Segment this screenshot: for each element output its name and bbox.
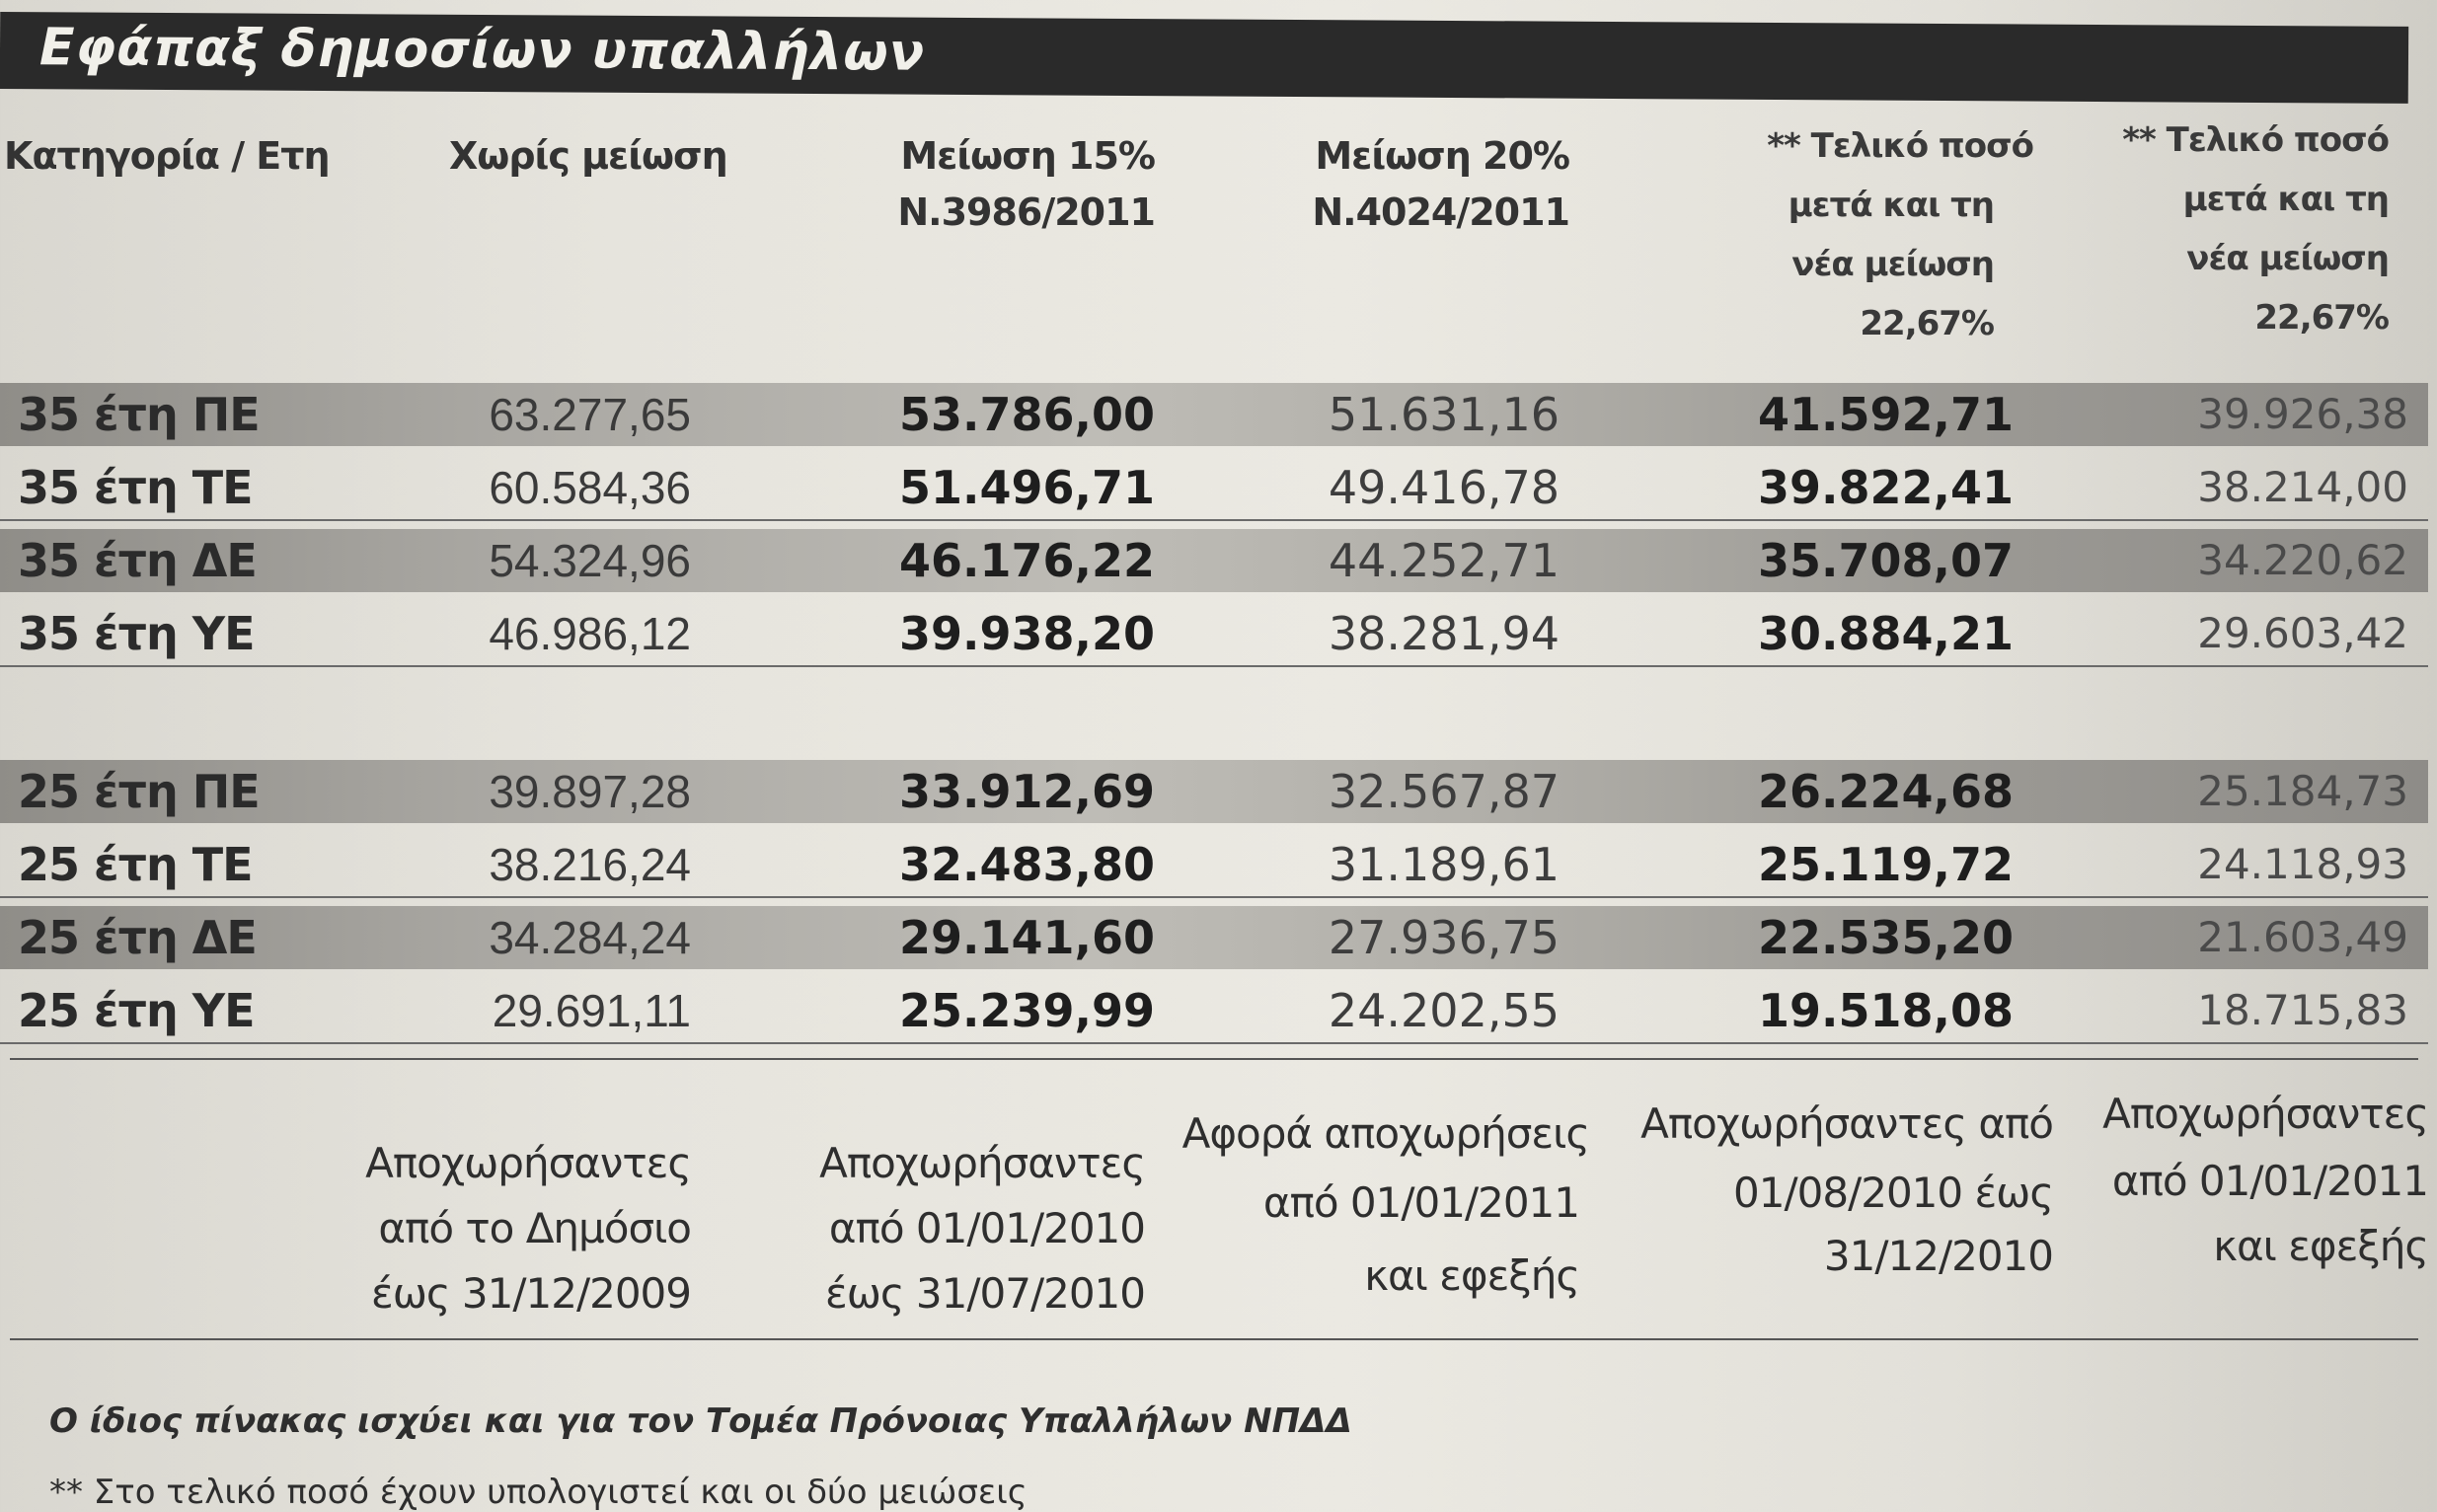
cell-no-cut: 63.277,65 (489, 389, 691, 440)
table-row: 25 έτη ΔΕ 34.284,24 29.141,60 27.936,75 … (0, 906, 2428, 969)
footer-no-cut-line1: Αποχωρήσαντες (365, 1139, 692, 1187)
footer-final-a-line2: 01/08/2010 έως (1733, 1169, 2054, 1217)
table-row: 25 έτη ΥΕ 29.691,11 25.239,99 24.202,55 … (0, 979, 2428, 1044)
header-cut20-line1: Μείωση 20% (1315, 134, 1570, 178)
cell-cut15: 29.141,60 (899, 911, 1155, 964)
cell-final-a: 39.822,41 (1758, 461, 2014, 514)
header-final-a-line1: ** Τελικό ποσό (1767, 126, 2034, 166)
cell-no-cut: 60.584,36 (489, 462, 691, 513)
cell-no-cut: 38.216,24 (489, 839, 691, 890)
cell-final-b: 38.214,00 (2197, 463, 2408, 511)
cell-cut15: 25.239,99 (899, 984, 1155, 1037)
table-row: 25 έτη ΤΕ 38.216,24 32.483,80 31.189,61 … (0, 833, 2428, 898)
cell-final-b: 21.603,49 (2197, 913, 2408, 961)
cell-no-cut: 39.897,28 (489, 766, 691, 817)
footer-cut15-line2: από 01/01/2010 (828, 1204, 1146, 1252)
cell-cut20: 27.936,75 (1328, 911, 1560, 964)
header-cut15-line2: Ν.3986/2011 (897, 190, 1156, 234)
footer-final-b-line3: και εφεξής (2213, 1222, 2429, 1270)
cell-cut20: 38.281,94 (1328, 607, 1560, 660)
header-final-a-line4: 22,67% (1860, 304, 1995, 343)
header-category: Κατηγορία / Ετη (4, 134, 331, 178)
cell-final-b: 34.220,62 (2197, 536, 2408, 584)
cell-final-a: 25.119,72 (1758, 838, 2014, 891)
cell-final-b: 39.926,38 (2197, 390, 2408, 438)
cell-cut15: 39.938,20 (899, 607, 1155, 660)
cell-cut20: 44.252,71 (1328, 534, 1560, 587)
cell-category: 25 έτη ΔΕ (18, 911, 258, 964)
footer-no-cut-line2: από το Δημόσιο (378, 1204, 692, 1252)
cell-final-b: 25.184,73 (2197, 767, 2408, 815)
cell-no-cut: 29.691,11 (492, 985, 691, 1036)
header-final-b-line2: μετά και τη (2182, 180, 2390, 219)
cell-cut15: 51.496,71 (899, 461, 1155, 514)
header-final-b-line3: νέα μείωση (2186, 239, 2390, 278)
cell-no-cut: 34.284,24 (489, 912, 691, 963)
cell-cut15: 33.912,69 (899, 765, 1155, 818)
cell-cut20: 32.567,87 (1328, 765, 1560, 818)
footer-final-b-line1: Αποχωρήσαντες (2102, 1090, 2429, 1138)
header-final-b-line4: 22,67% (2254, 298, 2390, 338)
table-row: 35 έτη ΔΕ 54.324,96 46.176,22 44.252,71 … (0, 529, 2428, 592)
cell-cut20: 24.202,55 (1328, 984, 1560, 1037)
cell-final-a: 41.592,71 (1758, 388, 2014, 441)
note-both-cuts: ** Στο τελικό ποσό έχουν υπολογιστεί και… (49, 1473, 1028, 1512)
cell-final-b: 24.118,93 (2197, 840, 2408, 888)
cell-final-a: 19.518,08 (1758, 984, 2014, 1037)
cell-final-a: 30.884,21 (1758, 607, 2014, 660)
header-no-cut: Χωρίς μείωση (449, 134, 728, 178)
cell-cut15: 46.176,22 (899, 534, 1155, 587)
cell-category: 25 έτη ΠΕ (18, 765, 261, 818)
cell-cut15: 32.483,80 (899, 838, 1155, 891)
footer-no-cut-line3: έως 31/12/2009 (371, 1269, 692, 1318)
table-row: 35 έτη ΥΕ 46.986,12 39.938,20 38.281,94 … (0, 602, 2428, 667)
footer-cut15-line3: έως 31/07/2010 (825, 1269, 1146, 1318)
cell-final-b: 18.715,83 (2197, 986, 2408, 1034)
table-row: 25 έτη ΠΕ 39.897,28 33.912,69 32.567,87 … (0, 760, 2428, 823)
cell-cut20: 31.189,61 (1328, 838, 1560, 891)
cell-category: 35 έτη ΥΕ (18, 607, 256, 660)
footer-cut20-line3: και εφεξής (1364, 1251, 1580, 1300)
table-row: 35 έτη ΤΕ 60.584,36 51.496,71 49.416,78 … (0, 456, 2428, 521)
header-cut20-line2: Ν.4024/2011 (1312, 190, 1570, 234)
cell-final-a: 35.708,07 (1758, 534, 2014, 587)
table-bottom-divider (10, 1058, 2418, 1060)
header-final-a-line2: μετά και τη (1788, 186, 1995, 225)
footer-final-a-line1: Αποχωρήσαντες από (1640, 1099, 2054, 1148)
cell-cut15: 53.786,00 (899, 388, 1155, 441)
header-final-b-line1: ** Τελικό ποσό (2122, 120, 2390, 160)
cell-category: 25 έτη ΥΕ (18, 984, 256, 1037)
footer-divider (10, 1338, 2418, 1340)
footer-final-b-line2: από 01/01/2011 (2111, 1157, 2429, 1205)
cell-category: 35 έτη ΤΕ (18, 461, 254, 514)
footer-cut20-line2: από 01/01/2011 (1262, 1178, 1580, 1227)
footer-cut15-line1: Αποχωρήσαντες (819, 1139, 1146, 1187)
cell-final-a: 22.535,20 (1758, 911, 2014, 964)
footer-final-a-line3: 31/12/2010 (1823, 1232, 2054, 1280)
cell-cut20: 49.416,78 (1328, 461, 1560, 514)
note-same-table: Ο ίδιος πίνακας ισχύει και για τον Τομέα… (49, 1401, 1352, 1441)
cell-category: 35 έτη ΔΕ (18, 534, 258, 587)
footer-cut20-line1: Αφορά αποχωρήσεις (1181, 1109, 1590, 1158)
table-title: Εφάπαξ δημοσίων υπαλλήλων (38, 18, 926, 83)
header-cut15-line1: Μείωση 15% (900, 134, 1156, 178)
cell-category: 35 έτη ΠΕ (18, 388, 261, 441)
cell-final-b: 29.603,42 (2197, 609, 2408, 657)
cell-final-a: 26.224,68 (1758, 765, 2014, 818)
cell-no-cut: 46.986,12 (489, 608, 691, 659)
table-title-bar: Εφάπαξ δημοσίων υπαλλήλων (0, 12, 2409, 104)
cell-cut20: 51.631,16 (1328, 388, 1560, 441)
cell-category: 25 έτη ΤΕ (18, 838, 254, 891)
cell-no-cut: 54.324,96 (489, 535, 691, 586)
table-row: 35 έτη ΠΕ 63.277,65 53.786,00 51.631,16 … (0, 383, 2428, 446)
header-final-a-line3: νέα μείωση (1791, 245, 1995, 284)
